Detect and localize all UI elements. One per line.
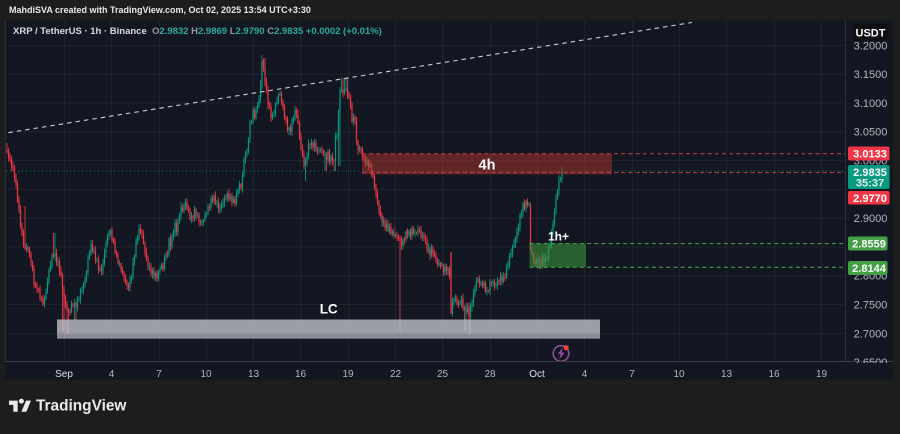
svg-text:4: 4 — [109, 369, 115, 380]
svg-text:10: 10 — [200, 369, 212, 380]
svg-text:1h+: 1h+ — [548, 229, 569, 243]
svg-text:LC: LC — [320, 302, 338, 317]
svg-text:2.7000: 2.7000 — [854, 328, 888, 340]
svg-text:3.2000: 3.2000 — [854, 40, 888, 52]
svg-text:TradingView: TradingView — [36, 398, 126, 415]
svg-text:4h: 4h — [479, 157, 496, 173]
svg-text:2.8144: 2.8144 — [852, 263, 887, 275]
svg-text:16: 16 — [295, 369, 307, 380]
svg-text:2.9000: 2.9000 — [854, 213, 888, 225]
svg-text:Oct: Oct — [529, 369, 545, 380]
svg-text:19: 19 — [816, 369, 828, 380]
svg-text:3.1000: 3.1000 — [854, 98, 888, 110]
svg-text:35:37: 35:37 — [856, 178, 884, 190]
svg-text:Sep: Sep — [55, 369, 73, 380]
svg-text:2.6500: 2.6500 — [854, 357, 888, 369]
svg-text:25: 25 — [437, 369, 449, 380]
svg-text:2.9835: 2.9835 — [853, 167, 887, 179]
svg-text:28: 28 — [484, 369, 496, 380]
svg-text:3.0500: 3.0500 — [854, 127, 888, 139]
svg-text:19: 19 — [342, 369, 354, 380]
svg-text:13: 13 — [248, 369, 260, 380]
svg-text:2.7500: 2.7500 — [854, 300, 888, 312]
svg-text:3.1500: 3.1500 — [854, 69, 888, 81]
svg-text:22: 22 — [390, 369, 402, 380]
svg-text:4: 4 — [582, 369, 588, 380]
svg-text:3.0133: 3.0133 — [853, 148, 887, 160]
svg-text:7: 7 — [156, 369, 162, 380]
svg-text:2.8559: 2.8559 — [852, 238, 886, 250]
svg-text:16: 16 — [768, 369, 780, 380]
svg-text:13: 13 — [721, 369, 733, 380]
svg-text:7: 7 — [629, 369, 635, 380]
svg-text:10: 10 — [673, 369, 685, 380]
svg-text:2.9770: 2.9770 — [853, 193, 887, 205]
svg-text:USDT: USDT — [856, 28, 886, 40]
